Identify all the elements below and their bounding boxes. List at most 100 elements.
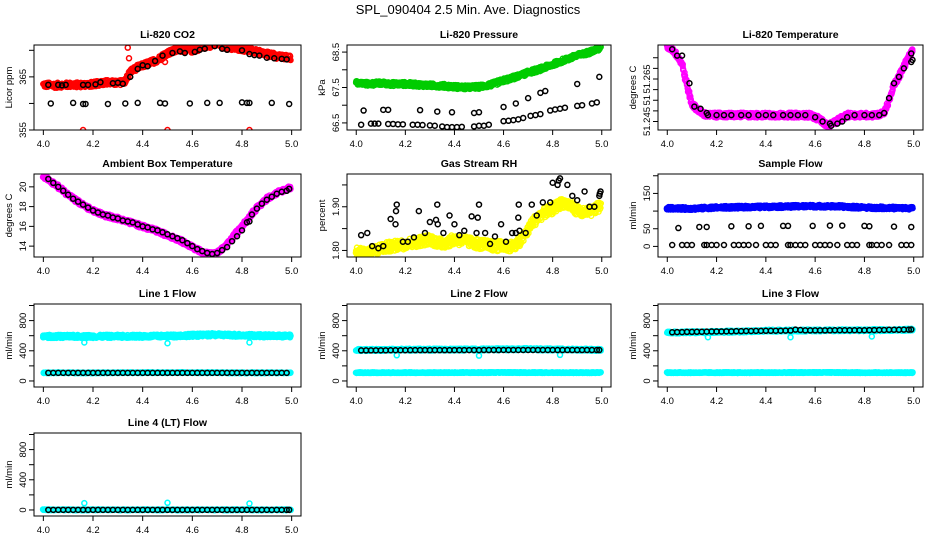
y-tick-label: 51.265 [642,64,653,93]
data-point [156,99,164,107]
data-point [415,207,423,215]
data-point [683,80,690,87]
data-point [238,99,246,106]
data-point [246,126,253,130]
data-point [668,46,676,53]
data-point [890,80,898,87]
data-point [542,87,549,95]
data-point [843,114,851,121]
data-point [211,45,218,50]
x-tick-label: 4.2 [710,139,723,150]
data-point [271,55,278,62]
data-point [64,191,72,198]
data-point [218,45,223,46]
x-tick-label: 4.6 [497,266,510,277]
data-point [596,73,603,81]
y-tick-label: 16 [18,221,29,232]
data-point [392,220,399,228]
data-point [223,243,231,251]
data-point [794,111,802,119]
data-point [404,238,412,245]
series-raw [40,45,294,92]
x-tick-label: 4.8 [858,139,871,150]
plot-frame [657,44,924,131]
data-point [512,100,520,107]
data-point [384,106,392,114]
plot-area [352,45,604,130]
x-tick-label: 4.6 [186,139,199,150]
data-point [213,45,218,46]
x-tick-label: 4.2 [86,139,99,150]
data-point [475,109,483,116]
data-point [223,46,231,54]
plot-area [40,45,294,130]
data-point [213,45,216,46]
data-point [69,99,77,107]
data-point [263,54,271,61]
data-point [728,111,735,119]
data-point [713,111,720,119]
data-point [769,111,777,119]
data-point [92,81,99,88]
data-point [144,63,151,70]
y-tick-label: 1.90 [331,198,342,217]
data-point [161,100,169,107]
data-point [502,238,510,245]
data-point [851,111,858,119]
data-point [216,45,218,46]
data-point [421,229,429,237]
data-point [45,175,52,183]
y-tick-label: 365 [18,69,29,85]
data-point [539,199,547,206]
data-point [368,242,376,250]
data-point [62,81,69,89]
data-point [691,103,698,110]
series-averages [357,175,604,252]
data-point [74,198,82,205]
data-point [458,123,466,130]
data-point [124,45,132,51]
data-point [216,45,221,46]
data-point [446,212,453,219]
data-point [687,93,694,100]
data-point [434,201,441,208]
data-point [213,249,221,257]
data-point [216,99,223,107]
data-point [762,111,770,119]
y-tick-label: 18 [18,201,29,212]
data-point [191,48,199,56]
data-point [419,121,426,129]
data-point [268,99,276,107]
data-point [79,201,87,208]
data-point [515,201,523,208]
data-point [597,45,604,50]
data-point [519,114,527,122]
data-point [416,106,424,114]
data-point [573,196,581,204]
data-point [481,229,489,237]
x-tick-label: 4.0 [661,139,674,150]
x-tick-label: 4.2 [86,266,99,277]
data-point [375,120,382,127]
x-tick-label: 4.8 [235,266,248,277]
panel-title: Ambient Box Temperature [102,158,233,170]
y-axis-label: kPa [317,79,328,96]
data-point [549,179,556,186]
data-point [399,121,407,128]
data-point [581,188,588,195]
series-averages [45,175,293,257]
x-tick-label: 4.4 [759,139,772,150]
plot-frame [346,173,612,258]
data-point [45,81,52,89]
data-point [578,101,586,109]
y-tick-label: 1.80 [331,241,342,260]
data-point [125,55,133,62]
data-point [697,105,704,112]
data-point [468,213,475,220]
data-point [69,195,77,202]
data-point [597,188,604,195]
data-point [367,120,375,127]
